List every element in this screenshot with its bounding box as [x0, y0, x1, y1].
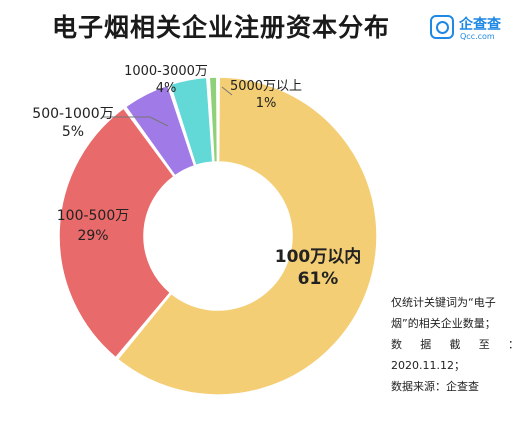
donut-slice-3	[169, 76, 214, 167]
slice-label-value-4: 1%	[256, 96, 277, 111]
leader-lines	[103, 86, 233, 127]
slice-label-value-2: 5%	[62, 124, 84, 140]
slice-label-category-4: 5000万以上	[230, 79, 302, 94]
slice-label-value-3: 4%	[156, 81, 177, 96]
footnote-line: 仅统计关键词为“电子	[391, 296, 496, 309]
brand-logo-block: 企查查 Qcc.com	[430, 14, 520, 44]
donut-slice-2	[124, 84, 196, 177]
slice-label-category-3: 1000-3000万	[124, 64, 208, 79]
slice-label-category-1: 100-500万	[57, 208, 130, 224]
slice-label-category-2: 500-1000万	[32, 106, 113, 122]
slice-label-value-0: 61%	[298, 269, 339, 289]
footnote-line: 烟”的相关企业数量；	[391, 317, 496, 330]
footnote: 仅统计关键词为“电子 烟”的相关企业数量； 数 据 截 至 ： 2020.11.…	[391, 292, 519, 397]
leader-line-4	[221, 86, 233, 96]
footnote-line: 数据来源：企查查	[391, 380, 479, 393]
slice-label-category-0: 100万以内	[275, 246, 362, 267]
brand-domain: Qcc.com	[460, 32, 495, 41]
leader-line-2	[103, 116, 169, 127]
qcc-logo-icon	[430, 15, 454, 39]
donut-slice-1	[58, 107, 176, 359]
donut-slice-4	[208, 76, 219, 163]
chart-title: 电子烟相关企业注册资本分布	[52, 13, 391, 42]
donut-slices	[58, 76, 378, 396]
donut-slice-0	[116, 76, 378, 396]
brand-name: 企查查	[459, 17, 501, 33]
footnote-line: 2020.11.12；	[391, 359, 465, 372]
slice-label-value-1: 29%	[77, 228, 108, 244]
footnote-line: 数 据 截 至 ：	[391, 338, 519, 351]
